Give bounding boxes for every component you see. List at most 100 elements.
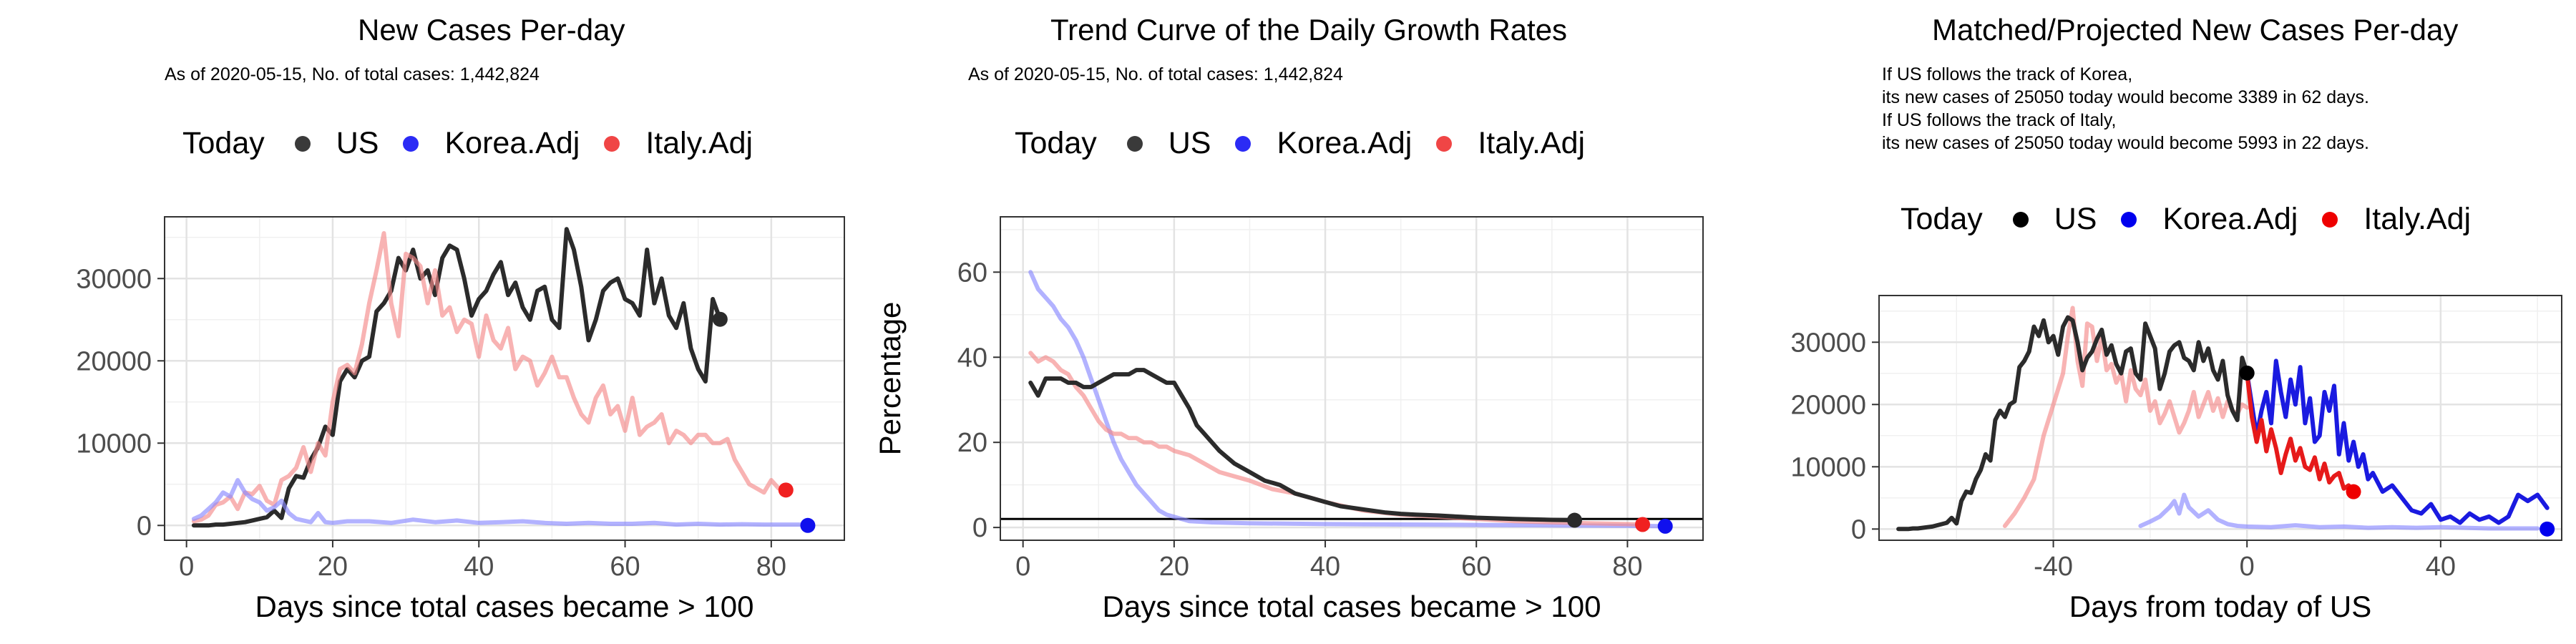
x-tick-label: 0 xyxy=(179,552,194,582)
series-line-italy-adj xyxy=(1028,351,1645,527)
legend-dot-icon xyxy=(1126,135,1143,152)
plot-border xyxy=(1878,295,2562,541)
legend-dot-icon xyxy=(1436,135,1453,152)
chart-title: Matched/Projected New Cases Per-day xyxy=(1932,13,2459,47)
legend-item-italy: Italy.Adj xyxy=(1436,126,1585,161)
legend-item-korea: Korea.Adj xyxy=(2121,202,2298,237)
chart-title: Trend Curve of the Daily Growth Rates xyxy=(1050,13,1568,47)
x-tick-label: 40 xyxy=(1310,552,1340,582)
legend-dot-icon xyxy=(2121,211,2137,228)
legend-label: US xyxy=(336,126,379,160)
legend-item-italy: Italy.Adj xyxy=(604,126,753,161)
today-point-us xyxy=(2239,365,2255,381)
y-tick-label: 10000 xyxy=(76,429,152,459)
y-tick-label: 0 xyxy=(1851,514,1866,545)
series-line-italy-adj xyxy=(191,231,781,524)
legend-label: Korea.Adj xyxy=(2162,202,2298,236)
y-tick-label: 40 xyxy=(957,343,987,373)
chart-subtitle-line-2: its new cases of 25050 today would becom… xyxy=(1882,87,2369,107)
legend-label: Italy.Adj xyxy=(2363,202,2472,236)
legend-title: Today xyxy=(1015,126,1097,160)
x-tick-label: 80 xyxy=(1612,552,1642,582)
chart-subtitle: As of 2020-05-15, No. of total cases: 1,… xyxy=(165,64,540,84)
y-tick-label: 30000 xyxy=(76,264,152,294)
today-point-italy-adj xyxy=(778,482,794,498)
series-line-korea-adj xyxy=(191,478,810,527)
x-tick-label: -40 xyxy=(2034,552,2073,582)
legend-item-us: US xyxy=(1126,126,1211,161)
chart-subtitle-line-1: If US follows the track of Korea, xyxy=(1882,64,2133,84)
y-tick-label: 10000 xyxy=(1790,452,1866,482)
legend-title: Today xyxy=(182,126,265,160)
grid xyxy=(1000,217,1703,540)
legend-label: Italy.Adj xyxy=(1478,126,1586,160)
series-line-korea-adj-matched- xyxy=(2138,492,2540,531)
y-tick-label: 0 xyxy=(137,511,152,541)
x-tick-label: 0 xyxy=(2240,552,2255,582)
chart-plot: 0 20 40 60 80 0 10000 20000 30000 Days since tota… xyxy=(76,216,845,623)
chart-plot: 0 20 40 60 80 0 20 40 60 Days since total cases b… xyxy=(873,216,1704,623)
today-point-us xyxy=(1566,512,1582,528)
legend-label: Korea.Adj xyxy=(1277,126,1413,160)
series-line-us xyxy=(1896,315,2250,532)
legend-dot-icon xyxy=(403,135,419,152)
chart-plot: -40 0 40 0 10000 20000 30000 Days from today of… xyxy=(1790,295,2562,623)
series-line-italy-adj-matched- xyxy=(2002,306,2250,528)
legend-title: Today xyxy=(1901,202,1983,236)
series-line-us xyxy=(1028,368,1577,522)
legend-item-korea: Korea.Adj xyxy=(403,126,580,161)
chart-subtitle-line-4: its new cases of 25050 today would becom… xyxy=(1882,133,2369,153)
x-tick-label: 80 xyxy=(756,552,786,582)
legend: Today US Korea.Adj Italy.Adj xyxy=(1015,126,1609,161)
x-axis-label: Days from today of US xyxy=(2069,590,2371,623)
today-point-us xyxy=(712,311,728,327)
legend-item-us: US xyxy=(294,126,379,161)
legend-item-korea: Korea.Adj xyxy=(1235,126,1412,161)
today-point-korea-adj xyxy=(1657,518,1673,534)
plot-border xyxy=(1000,216,1704,541)
x-tick-label: 40 xyxy=(464,552,494,582)
series-line-italy-adj-projected- xyxy=(2245,371,2356,494)
legend-item-italy: Italy.Adj xyxy=(2322,202,2471,237)
x-tick-label: 40 xyxy=(2426,552,2456,582)
y-tick-label: 0 xyxy=(972,513,987,543)
series-line-korea-adj-projected- xyxy=(2245,358,2550,525)
today-point-italy-adj xyxy=(1635,517,1651,532)
today-point-korea-adj xyxy=(800,517,816,533)
legend: Today US Korea.Adj Italy.Adj xyxy=(182,126,777,161)
legend-dot-icon xyxy=(604,135,620,152)
x-tick-label: 20 xyxy=(318,552,348,582)
chart-subtitle-line-3: If US follows the track of Italy, xyxy=(1882,110,2117,130)
chart-panel-projected: Matched/Projected New Cases Per-day If U… xyxy=(1717,0,2576,644)
series-line-us xyxy=(191,227,723,528)
legend-dot-icon xyxy=(2012,211,2029,228)
grid xyxy=(165,217,844,540)
grid xyxy=(1879,296,2562,540)
x-axis-label: Days since total cases became > 100 xyxy=(255,590,754,623)
x-tick-label: 0 xyxy=(1015,552,1030,582)
chart-subtitle: As of 2020-05-15, No. of total cases: 1,… xyxy=(968,64,1343,84)
x-tick-label: 60 xyxy=(610,552,640,582)
y-tick-label: 20 xyxy=(957,428,987,458)
legend-dot-icon xyxy=(1235,135,1252,152)
legend-label: US xyxy=(1168,126,1211,160)
today-point-korea-adj xyxy=(2540,521,2555,537)
x-tick-label: 60 xyxy=(1461,552,1491,582)
legend-item-us: US xyxy=(2012,202,2097,237)
y-tick-label: 20000 xyxy=(1790,390,1866,420)
y-tick-label: 60 xyxy=(957,258,987,288)
legend-label: Italy.Adj xyxy=(645,126,753,160)
legend: Today US Korea.Adj Italy.Adj xyxy=(1901,202,2495,237)
x-tick-label: 20 xyxy=(1159,552,1189,582)
chart-panel-new-cases: New Cases Per-day As of 2020-05-15, No. … xyxy=(0,0,866,644)
legend-dot-icon xyxy=(294,135,311,152)
chart-title: New Cases Per-day xyxy=(358,13,625,47)
series-line-korea-adj xyxy=(1028,270,1668,529)
today-point-italy-adj xyxy=(2346,484,2361,499)
legend-label: US xyxy=(2054,202,2097,236)
plot-border xyxy=(164,216,845,541)
legend-dot-icon xyxy=(2322,211,2338,228)
y-axis-label: Percentage xyxy=(873,302,907,456)
y-tick-label: 30000 xyxy=(1790,328,1866,358)
x-axis-label: Days since total cases became > 100 xyxy=(1103,590,1601,623)
